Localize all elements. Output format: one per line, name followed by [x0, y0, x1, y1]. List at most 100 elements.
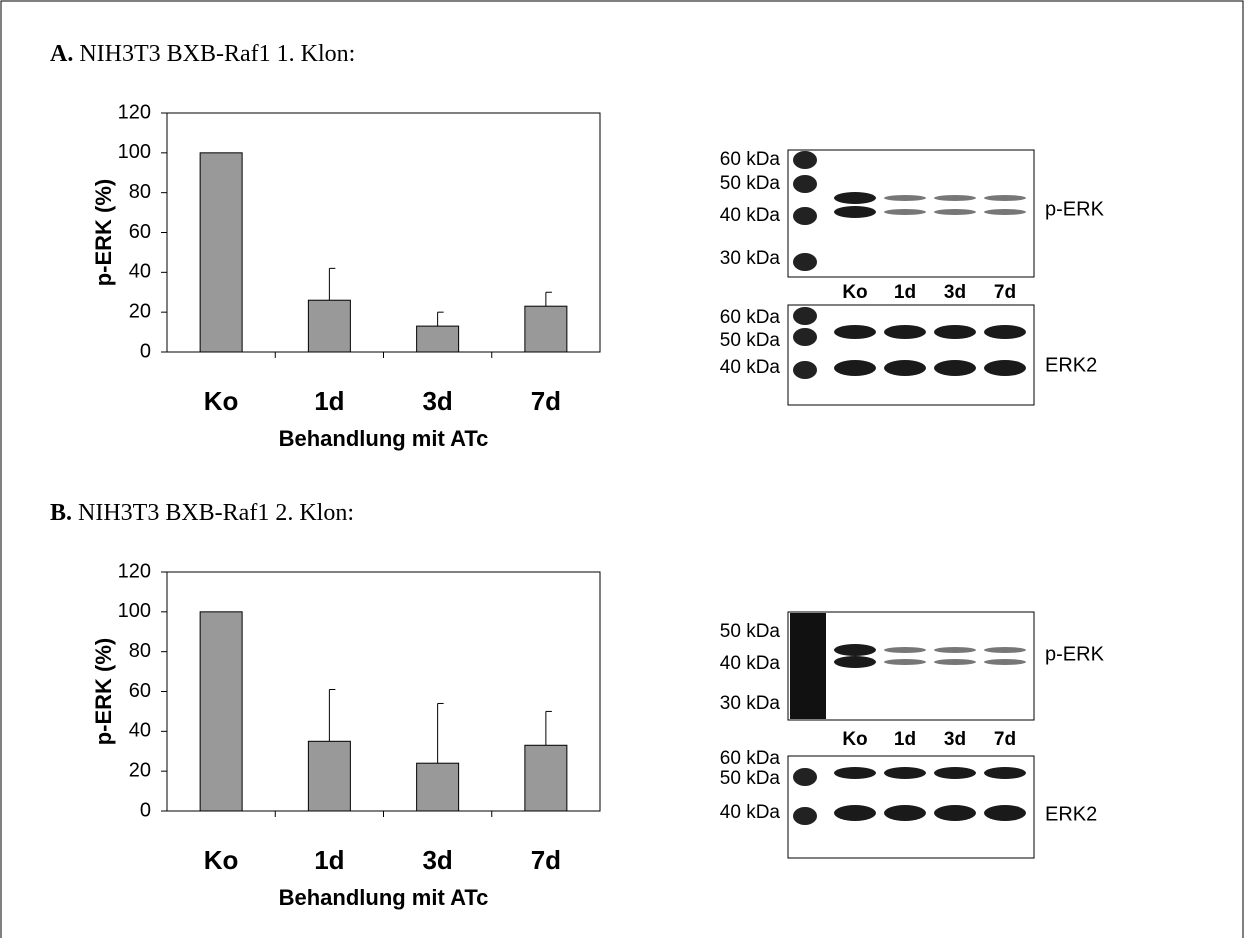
bar: [200, 153, 242, 352]
band: [834, 192, 876, 204]
band: [934, 805, 976, 821]
marker-label: 30 kDa: [720, 248, 781, 269]
lane-label: 1d: [894, 282, 916, 303]
band: [884, 325, 926, 339]
band: [934, 325, 976, 339]
band: [834, 360, 876, 376]
band: [834, 656, 876, 668]
marker-label: 40 kDa: [720, 357, 781, 378]
blot-image: [788, 305, 1034, 405]
error-bar: [329, 268, 335, 300]
ladder-band: [793, 175, 817, 193]
panel-letter: B.: [50, 500, 72, 526]
marker-label: 60 kDa: [720, 307, 781, 328]
band: [884, 767, 926, 779]
figure-border: [1, 1, 1243, 938]
bar: [200, 612, 242, 811]
band: [884, 209, 926, 215]
band: [884, 647, 926, 653]
ladder-band: [793, 328, 817, 346]
blot-image: [788, 756, 1034, 858]
lane-label: Ko: [842, 282, 867, 303]
x-tick-label: Ko: [204, 386, 239, 416]
x-tick-label: Ko: [204, 845, 239, 875]
marker-label: 30 kDa: [720, 693, 781, 714]
x-tick-label: 3d: [422, 845, 452, 875]
y-tick-label: 80: [129, 181, 151, 203]
y-tick-label: 100: [118, 600, 151, 622]
band: [984, 767, 1026, 779]
lane-label: 1d: [894, 729, 916, 750]
bar: [525, 745, 567, 811]
ladder-band: [793, 768, 817, 786]
band: [834, 767, 876, 779]
band: [834, 325, 876, 339]
bar: [525, 306, 567, 352]
band: [984, 805, 1026, 821]
blot-image: [788, 612, 1034, 720]
y-tick-label: 40: [129, 720, 151, 742]
band: [984, 647, 1026, 653]
band: [934, 195, 976, 201]
x-tick-label: 1d: [314, 845, 344, 875]
ladder-band: [793, 807, 817, 825]
lane-label: 7d: [994, 729, 1016, 750]
band: [984, 360, 1026, 376]
error-bar: [438, 312, 444, 326]
panel-heading: B. NIH3T3 BXB-Raf1 2. Klon:: [50, 500, 354, 526]
band: [834, 206, 876, 218]
band: [984, 325, 1026, 339]
ladder-band: [793, 253, 817, 271]
band: [884, 195, 926, 201]
blot-label: p-ERK: [1045, 643, 1105, 665]
error-bar: [329, 690, 335, 742]
lane-label: 3d: [944, 282, 966, 303]
marker-label: 40 kDa: [720, 802, 781, 823]
band: [984, 209, 1026, 215]
band: [834, 644, 876, 656]
x-tick-label: 1d: [314, 386, 344, 416]
lane-label: 7d: [994, 282, 1016, 303]
ladder-smear: [790, 613, 826, 719]
y-tick-label: 20: [129, 759, 151, 781]
marker-label: 40 kDa: [720, 653, 781, 674]
figure: A. NIH3T3 BXB-Raf1 1. Klon:B. NIH3T3 BXB…: [0, 0, 1245, 938]
x-axis-label: Behandlung mit ATc: [279, 426, 489, 451]
x-tick-label: 7d: [531, 845, 561, 875]
y-axis-label: p-ERK (%): [91, 179, 116, 287]
band: [934, 659, 976, 665]
y-tick-label: 20: [129, 300, 151, 322]
lane-label: 3d: [944, 729, 966, 750]
y-tick-label: 100: [118, 141, 151, 163]
bar: [417, 763, 459, 811]
y-tick-label: 0: [140, 799, 151, 821]
blot-label: p-ERK: [1045, 198, 1105, 220]
bar: [417, 326, 459, 352]
blot-frame: [788, 305, 1034, 405]
x-tick-label: 3d: [422, 386, 452, 416]
band: [934, 647, 976, 653]
band: [934, 360, 976, 376]
bar: [308, 741, 350, 811]
band: [884, 360, 926, 376]
bar: [308, 300, 350, 352]
ladder-band: [793, 151, 817, 169]
ladder-band: [793, 307, 817, 325]
blot-image: [788, 150, 1034, 277]
marker-label: 50 kDa: [720, 173, 781, 194]
lane-label: Ko: [842, 729, 867, 750]
blot-label: ERK2: [1045, 803, 1097, 825]
marker-label: 60 kDa: [720, 748, 781, 769]
blot-label: ERK2: [1045, 354, 1097, 376]
y-tick-label: 0: [140, 340, 151, 362]
marker-label: 50 kDa: [720, 330, 781, 351]
x-tick-label: 7d: [531, 386, 561, 416]
band: [884, 805, 926, 821]
marker-label: 40 kDa: [720, 205, 781, 226]
x-axis-label: Behandlung mit ATc: [279, 885, 489, 910]
y-tick-label: 120: [118, 560, 151, 582]
y-axis-label: p-ERK (%): [91, 638, 116, 746]
y-tick-label: 40: [129, 261, 151, 283]
error-bar: [546, 292, 552, 306]
y-tick-label: 60: [129, 221, 151, 243]
